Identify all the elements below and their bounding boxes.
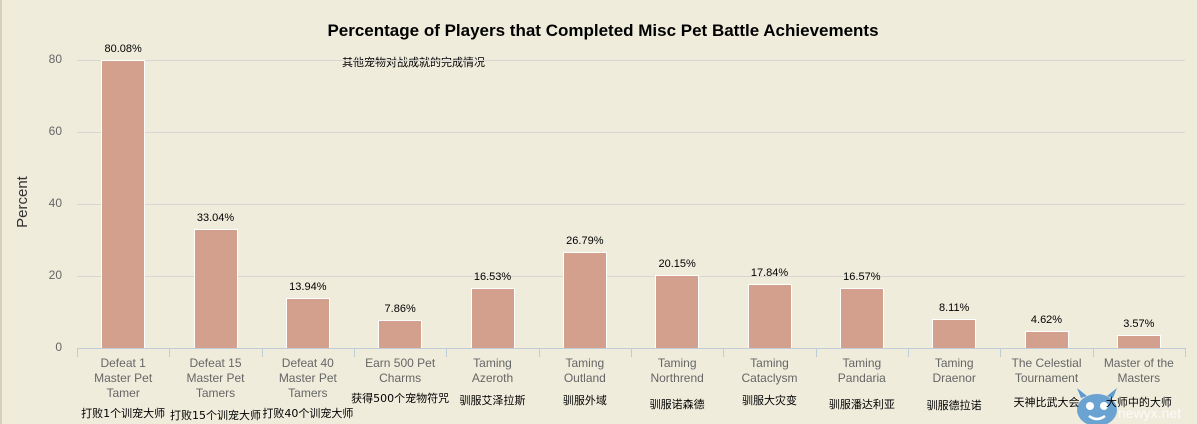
x-tick bbox=[261, 348, 263, 357]
bar[interactable] bbox=[285, 297, 330, 348]
x-tick bbox=[815, 348, 817, 357]
bar-value-label: 4.62% bbox=[1030, 314, 1063, 327]
bar[interactable] bbox=[193, 229, 238, 348]
x-tick bbox=[1092, 348, 1094, 357]
y-tick-label: 60 bbox=[48, 124, 62, 138]
category-label: Taming Draenor bbox=[932, 356, 976, 385]
category-label: The Celestial Tournament bbox=[1011, 356, 1082, 385]
x-tick bbox=[538, 348, 540, 357]
bar-value-label: 33.04% bbox=[196, 212, 235, 225]
bar-value-label: 26.79% bbox=[566, 234, 604, 247]
category-label: Defeat 15 Master Pet Tamers bbox=[186, 356, 245, 400]
category-label: Taming Outland bbox=[563, 356, 606, 385]
bar[interactable] bbox=[932, 318, 977, 348]
chart-subtitle: 其他宠物对战成就的完成情况 bbox=[342, 56, 485, 69]
category-label-cn: 打败1个训宠大师 bbox=[81, 407, 166, 420]
category-label: Master of the Masters bbox=[1103, 356, 1174, 385]
category-label: Earn 500 Pet Charms bbox=[365, 356, 436, 385]
bar[interactable] bbox=[839, 288, 884, 348]
bar-value-label: 3.57% bbox=[1123, 318, 1155, 331]
y-tick-label: 40 bbox=[48, 196, 62, 210]
bar[interactable] bbox=[1024, 331, 1069, 348]
category-label: Defeat 1 Master Pet Tamer bbox=[94, 356, 153, 400]
x-tick bbox=[1000, 348, 1002, 357]
category-label-cn: 驯服大灾变 bbox=[742, 394, 797, 407]
bar-value-label: 13.94% bbox=[289, 280, 327, 293]
category-label-cn: 驯服潘达利亚 bbox=[828, 398, 895, 411]
x-tick bbox=[1185, 348, 1186, 357]
category-label-cn: 打败40个训宠大师 bbox=[262, 407, 354, 420]
gridline bbox=[77, 204, 1185, 205]
x-tick bbox=[77, 348, 78, 357]
y-tick-label: 80 bbox=[48, 52, 62, 66]
x-tick bbox=[354, 348, 355, 357]
bar[interactable] bbox=[378, 319, 423, 348]
bar[interactable] bbox=[101, 59, 146, 348]
bar-value-label: 16.53% bbox=[473, 271, 512, 284]
watermark-text: newyx.net bbox=[1118, 405, 1182, 421]
category-label: Taming Azeroth bbox=[471, 356, 514, 385]
y-axis-label: Percent bbox=[14, 176, 31, 228]
category-label-cn: 驯服诺森德 bbox=[649, 398, 705, 411]
y-tick-label: 20 bbox=[48, 268, 62, 282]
bar[interactable] bbox=[1116, 335, 1161, 348]
category-label-cn: 获得500个宠物符咒 bbox=[351, 392, 450, 405]
category-label-cn: 打败15个训宠大师 bbox=[170, 409, 261, 422]
bar-value-label: 7.86% bbox=[384, 302, 416, 315]
category-label: Taming Northrend bbox=[650, 356, 704, 385]
gridline bbox=[77, 60, 1185, 61]
category-label-cn: 驯服外域 bbox=[562, 394, 607, 407]
x-tick bbox=[169, 348, 171, 357]
category-label-cn: 驯服德拉诺 bbox=[926, 399, 982, 412]
category-label-cn: 大师中的大师 bbox=[1105, 396, 1172, 409]
bar-value-label: 80.08% bbox=[104, 42, 142, 55]
gridline bbox=[77, 276, 1185, 277]
y-tick-label: 0 bbox=[55, 340, 62, 354]
category-label-cn: 驯服艾泽拉斯 bbox=[459, 394, 526, 407]
category-label: Taming Pandaria bbox=[837, 356, 886, 385]
bar-value-label: 17.84% bbox=[750, 266, 789, 279]
bar[interactable] bbox=[470, 288, 515, 348]
x-tick bbox=[446, 348, 448, 357]
x-tick bbox=[631, 348, 632, 357]
bar[interactable] bbox=[655, 275, 700, 348]
chart-title: Percentage of Players that Completed Mis… bbox=[327, 21, 879, 40]
category-label: Taming Cataclysm bbox=[741, 356, 798, 385]
gridline bbox=[77, 132, 1185, 133]
bar-value-label: 20.15% bbox=[658, 258, 696, 271]
watermark-mascot-icon bbox=[1077, 388, 1117, 424]
plot-area bbox=[77, 0, 1185, 348]
x-tick bbox=[723, 348, 725, 357]
x-tick bbox=[908, 348, 909, 357]
bar-value-label: 16.57% bbox=[843, 271, 881, 284]
category-label-cn: 天神比武大会 bbox=[1013, 396, 1080, 409]
bar-value-label: 8.11% bbox=[938, 301, 970, 314]
bar[interactable] bbox=[747, 283, 792, 348]
bar[interactable] bbox=[562, 251, 607, 348]
category-label: Defeat 40 Master Pet Tamers bbox=[278, 356, 337, 400]
